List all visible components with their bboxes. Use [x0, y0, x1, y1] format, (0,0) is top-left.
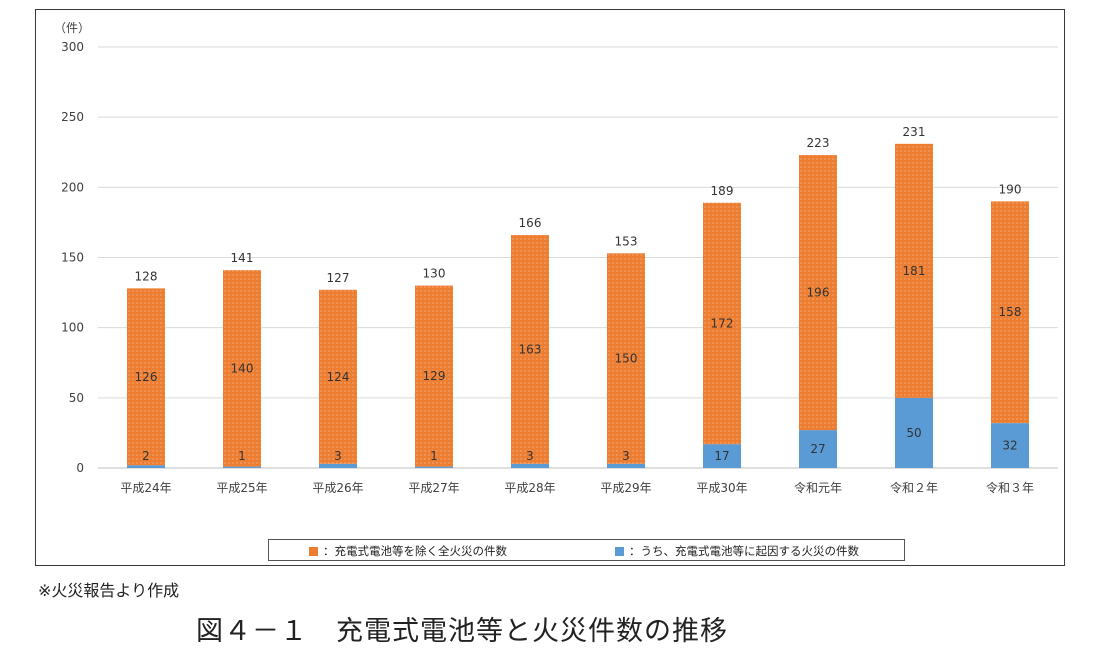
data-labels: 平成24年1281262平成25年1411401平成26年1271243平成27… — [120, 125, 1034, 495]
bar-other-2 — [319, 289, 357, 464]
orange-value-label-9: 158 — [999, 305, 1022, 319]
orange-value-label-2: 124 — [327, 370, 350, 384]
orange-value-label-4: 163 — [519, 342, 542, 356]
legend-item-battery-fires: ：うち、充電式電池等に起因する火災の件数 — [615, 543, 859, 559]
orange-value-label-0: 126 — [135, 370, 158, 384]
blue-value-label-8: 50 — [906, 426, 921, 440]
x-category-label-8: 令和２年 — [890, 480, 938, 495]
bar-battery-8 — [895, 397, 933, 468]
y-tick-label-300: 300 — [61, 40, 84, 54]
legend: ：充電式電池等を除く全火災の件数 ：うち、充電式電池等に起因する火災の件数 — [268, 539, 905, 561]
y-axis-unit-label: （件） — [54, 21, 90, 35]
legend-swatch-blue — [615, 546, 624, 556]
bar-other-3 — [415, 285, 453, 467]
orange-value-label-3: 129 — [423, 369, 446, 383]
bars — [127, 143, 1029, 468]
total-label-0: 128 — [135, 269, 158, 283]
bar-other-4 — [511, 235, 549, 464]
blue-value-label-4: 3 — [526, 449, 534, 463]
x-category-label-3: 平成27年 — [408, 481, 459, 495]
x-category-label-4: 平成28年 — [504, 481, 555, 495]
bar-other-9 — [991, 201, 1029, 424]
bar-battery-3 — [415, 466, 453, 468]
figure-caption: 図４－１ 充電式電池等と火災件数の推移 — [196, 616, 728, 647]
orange-value-label-6: 172 — [711, 316, 734, 330]
bar-other-7 — [799, 155, 837, 431]
x-category-label-5: 平成29年 — [600, 481, 651, 495]
bar-battery-4 — [511, 463, 549, 468]
chart-frame: （件） 0 50 100 150 200 250 300 平成24年 128 126 2 平成25年… — [35, 9, 1065, 566]
blue-value-label-3: 1 — [430, 449, 438, 463]
total-label-5: 153 — [615, 234, 638, 248]
bar-other-5 — [607, 253, 645, 464]
orange-value-label-7: 196 — [807, 286, 830, 300]
blue-value-label-0: 2 — [142, 449, 150, 463]
y-tick-label-150: 150 — [61, 251, 84, 265]
y-tick-label-200: 200 — [61, 180, 84, 194]
total-label-7: 223 — [807, 136, 830, 150]
bar-battery-7 — [799, 430, 837, 468]
bar-battery-5 — [607, 463, 645, 468]
orange-value-label-1: 140 — [231, 361, 254, 375]
blue-value-label-9: 32 — [1002, 439, 1017, 453]
total-label-6: 189 — [711, 184, 734, 198]
blue-value-label-7: 27 — [810, 442, 825, 456]
y-tick-label-100: 100 — [61, 321, 84, 335]
legend-label-battery-fires: ：うち、充電式電池等に起因する火災の件数 — [629, 544, 859, 558]
bar-battery-9 — [991, 423, 1029, 468]
blue-value-label-6: 17 — [714, 449, 729, 463]
x-category-label-7: 令和元年 — [794, 480, 842, 495]
orange-value-label-5: 150 — [615, 352, 638, 366]
total-label-8: 231 — [903, 125, 926, 139]
bar-battery-1 — [223, 466, 261, 468]
total-label-9: 190 — [999, 182, 1022, 196]
x-category-label-6: 平成30年 — [696, 481, 747, 495]
legend-swatch-orange — [309, 546, 318, 556]
legend-item-other-fires: ：充電式電池等を除く全火災の件数 — [309, 543, 507, 559]
y-tick-label-250: 250 — [61, 110, 84, 124]
bar-other-6 — [703, 202, 741, 445]
y-tick-label-50: 50 — [69, 391, 84, 405]
total-label-4: 166 — [519, 216, 542, 230]
bar-other-0 — [127, 288, 165, 466]
y-tick-label-0: 0 — [76, 461, 84, 475]
total-label-2: 127 — [327, 271, 350, 285]
blue-value-label-1: 1 — [238, 449, 246, 463]
total-label-3: 130 — [423, 267, 446, 281]
blue-value-label-5: 3 — [622, 449, 630, 463]
bar-other-8 — [895, 143, 933, 398]
x-category-label-2: 平成26年 — [312, 481, 363, 495]
blue-value-label-2: 3 — [334, 449, 342, 463]
bar-battery-6 — [703, 444, 741, 468]
source-note: ※火災報告より作成 — [38, 581, 180, 600]
x-category-label-1: 平成25年 — [216, 481, 267, 495]
total-label-1: 141 — [231, 251, 254, 265]
bar-battery-2 — [319, 463, 357, 468]
legend-label-other-fires: ：充電式電池等を除く全火災の件数 — [323, 544, 507, 558]
bar-battery-0 — [127, 465, 165, 468]
x-category-label-9: 令和３年 — [986, 480, 1034, 495]
bar-other-1 — [223, 270, 261, 467]
orange-value-label-8: 181 — [903, 264, 926, 278]
x-category-label-0: 平成24年 — [120, 481, 171, 495]
